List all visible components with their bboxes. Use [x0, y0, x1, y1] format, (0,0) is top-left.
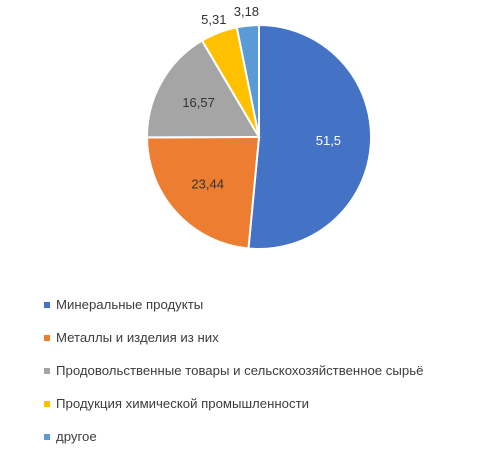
legend-item-metals: Металлы и изделия из них: [44, 321, 494, 354]
legend-item-mineral-products: Минеральные продукты: [44, 288, 494, 321]
chart-legend: Минеральные продукты Металлы и изделия из…: [44, 288, 494, 453]
legend-item-chemical: Продукция химической промышленности: [44, 387, 494, 420]
data-label-chemical: 5,31: [201, 12, 226, 27]
legend-label-food-agri: Продовольственные товары и сельскохозяйс…: [56, 363, 424, 378]
data-label-food-agri: 16,57: [182, 95, 215, 110]
legend-label-metals: Металлы и изделия из них: [56, 330, 219, 345]
legend-label-mineral-products: Минеральные продукты: [56, 297, 204, 312]
pie-slice-metals: [145, 135, 261, 250]
pie-slice-mineral-products: [247, 23, 372, 250]
legend-label-chemical: Продукция химической промышленности: [56, 396, 309, 411]
data-label-metals: 23,44: [191, 176, 224, 191]
legend-swatch-metals: [44, 334, 50, 341]
pie-chart: 51,5 23,44 16,57 5,31 3,18: [145, 4, 372, 250]
data-label-mineral-products: 51,5: [316, 133, 341, 148]
pie-data-labels: 51,5 23,44 16,57 5,31 3,18: [182, 4, 341, 191]
pie-chart-svg: 51,5 23,44 16,57 5,31 3,18: [145, 4, 372, 250]
legend-swatch-food-agri: [44, 367, 50, 374]
legend-swatch-mineral-products: [44, 301, 50, 308]
legend-item-other: другое: [44, 420, 494, 453]
legend-label-other: другое: [56, 429, 97, 444]
pie-slice-food-agri: [145, 39, 261, 139]
legend-swatch-chemical: [44, 400, 50, 407]
pie-slice-other: [235, 23, 260, 138]
data-label-other: 3,18: [234, 4, 259, 19]
legend-swatch-other: [44, 433, 50, 440]
pie-slices: [145, 23, 372, 250]
legend-item-food-agri: Продовольственные товары и сельскохозяйс…: [44, 354, 494, 387]
